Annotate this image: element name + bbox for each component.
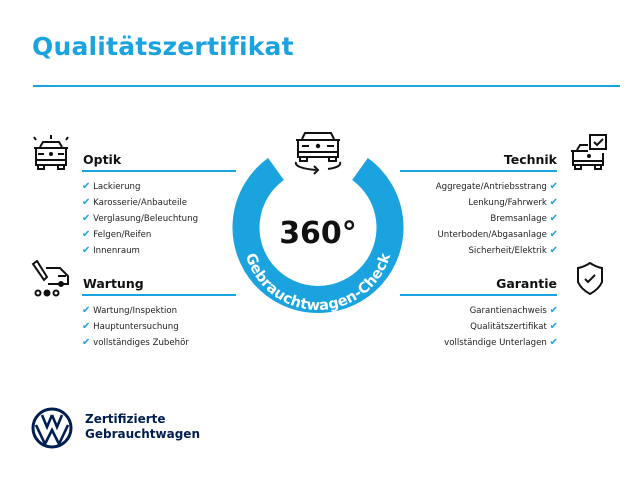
- check-icon: ✔: [549, 337, 558, 348]
- divider: [400, 170, 557, 172]
- list-item: ✔ Lackierung: [82, 181, 141, 192]
- divider: [82, 294, 236, 296]
- check-icon: ✔: [82, 229, 91, 240]
- wartung-list: ✔ Wartung/Inspektion ✔ Hauptuntersuchung…: [82, 303, 189, 351]
- divider: [82, 170, 236, 172]
- check-icon: ✔: [82, 337, 91, 348]
- check-icon: ✔: [549, 245, 558, 256]
- car-checkbox-icon: [571, 134, 607, 170]
- list-item: ✔ Wartung/Inspektion: [82, 305, 178, 316]
- list-item: ✔ Felgen/Reifen: [82, 229, 152, 240]
- list-item: vollständige Unterlagen ✔: [444, 337, 558, 348]
- check-icon: ✔: [82, 245, 91, 256]
- list-item: Sicherheit/Elektrik ✔: [468, 245, 558, 256]
- list-item: ✔ Hauptuntersuchung: [82, 321, 179, 332]
- check-icon: ✔: [549, 181, 558, 192]
- section-title-wartung: Wartung: [83, 276, 144, 291]
- section-title-optik: Optik: [83, 152, 122, 167]
- list-item: Unterboden/Abgasanlage ✔: [437, 229, 559, 240]
- list-item: Lenkung/Fahrwerk ✔: [468, 197, 558, 208]
- optik-list: ✔ Lackierung ✔ Karosserie/Anbauteile ✔ V…: [82, 179, 198, 259]
- list-item: ✔ vollständiges Zubehör: [82, 337, 189, 348]
- vw-logo: [31, 407, 73, 449]
- check-icon: ✔: [82, 181, 91, 192]
- check-icon: ✔: [549, 321, 558, 332]
- list-item: ✔ Verglasung/Beleuchtung: [82, 213, 199, 224]
- list-item: ✔ Karosserie/Anbauteile: [82, 197, 188, 208]
- divider: [400, 294, 557, 296]
- check-icon: ✔: [549, 213, 558, 224]
- check-icon: ✔: [82, 305, 91, 316]
- list-item: ✔ Innenraum: [82, 245, 140, 256]
- check-icon: ✔: [549, 197, 558, 208]
- divider: [33, 85, 620, 87]
- list-item: Garantienachweis ✔: [469, 305, 558, 316]
- check-icon: ✔: [549, 305, 558, 316]
- section-title-technik: Technik: [503, 152, 557, 167]
- page-title: Qualitätszertifikat: [32, 32, 294, 61]
- technik-list: Aggregate/Antriebsstrang ✔ Lenkung/Fahrw…: [360, 179, 558, 259]
- list-item: Qualitätszertifikat ✔: [470, 321, 558, 332]
- car-lights-icon: [33, 135, 69, 170]
- check-icon: ✔: [82, 321, 91, 332]
- 360-check-badge: Gebrauchtwagen-Check 360°: [232, 132, 404, 314]
- shield-check-icon: [577, 262, 603, 296]
- 360-label: 360°: [279, 216, 357, 251]
- ring: [232, 158, 404, 313]
- check-icon: ✔: [82, 197, 91, 208]
- list-item: Bremsanlage ✔: [490, 213, 558, 224]
- check-icon: ✔: [549, 229, 558, 240]
- check-icon: ✔: [82, 213, 91, 224]
- brand-text: Zertifizierte Gebrauchtwagen: [85, 412, 200, 441]
- car-rotate-icon: [294, 132, 342, 175]
- list-item: Aggregate/Antriebsstrang ✔: [435, 181, 558, 192]
- service-van-icon: [31, 260, 69, 297]
- garantie-list: Garantienachweis ✔ Qualitätszertifikat ✔…: [360, 303, 558, 351]
- section-title-garantie: Garantie: [496, 276, 557, 291]
